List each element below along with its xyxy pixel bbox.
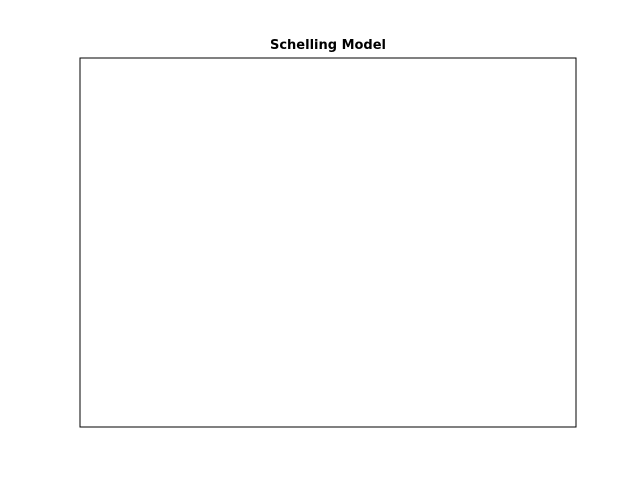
plot-frame [79, 57, 577, 428]
chart-title: Schelling Model [270, 38, 386, 53]
